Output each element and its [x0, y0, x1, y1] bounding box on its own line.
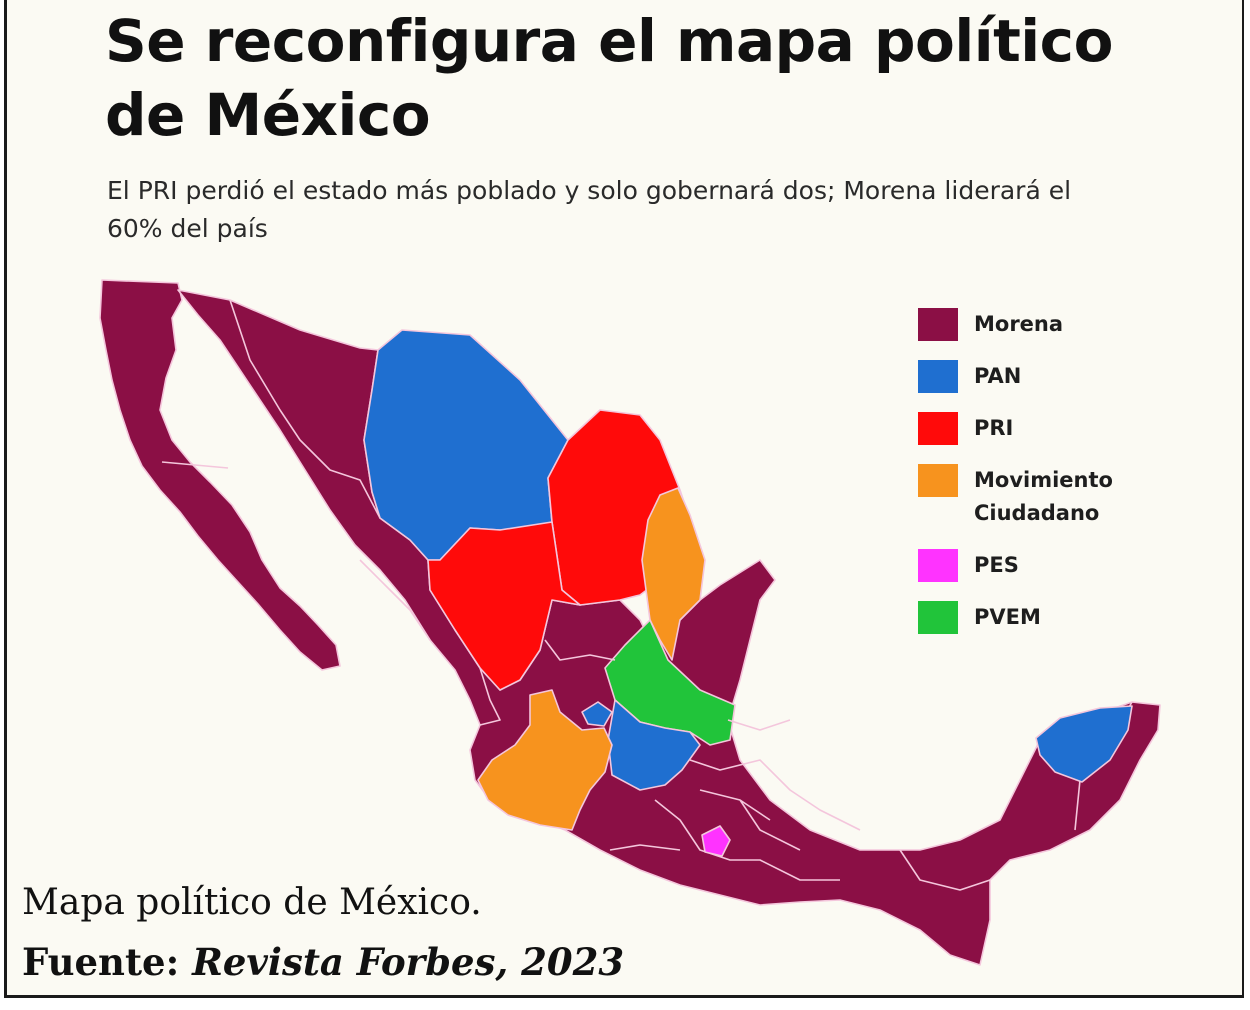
- state-durango: [427, 521, 581, 691]
- legend-item-movimiento-ciudadano: Movimiento Ciudadano: [918, 464, 1178, 530]
- legend-item-morena: Morena: [918, 308, 1178, 341]
- state-nuevo-leon: [641, 487, 706, 661]
- source-label: Fuente:: [22, 940, 180, 984]
- legend-item-pri: PRI: [918, 412, 1178, 445]
- source-reference: Revista Forbes, 2023: [192, 940, 625, 984]
- legend-swatch: [918, 549, 958, 582]
- legend-label: PAN: [974, 364, 1022, 388]
- legend-swatch: [918, 464, 958, 497]
- map-legend: Morena PAN PRI Movimiento Ciudadano PES …: [918, 308, 1178, 653]
- legend-item-pes: PES: [918, 549, 1178, 582]
- state-morelos: [701, 825, 731, 857]
- legend-label: Morena: [974, 312, 1064, 336]
- legend-swatch: [918, 412, 958, 445]
- legend-swatch: [918, 360, 958, 393]
- state-guanajuato: [607, 699, 701, 791]
- map-subtitle: El PRI perdió el estado más poblado y so…: [107, 176, 1072, 243]
- legend-label: PES: [974, 553, 1019, 577]
- state-yucatan: [1035, 705, 1133, 783]
- map-title: Se reconfigura el mapa político de Méxic…: [105, 7, 1113, 149]
- state-jalisco: [477, 689, 613, 831]
- legend-item-pan: PAN: [918, 360, 1178, 393]
- legend-label: Movimiento Ciudadano: [974, 468, 1113, 525]
- state-aguascalientes: [581, 701, 613, 727]
- legend-label: PRI: [974, 416, 1014, 440]
- legend-label: PVEM: [974, 605, 1041, 629]
- legend-swatch: [918, 601, 958, 634]
- legend-item-pvem: PVEM: [918, 601, 1178, 634]
- figure-caption: Mapa político de México.: [22, 882, 482, 923]
- state-border-baja: [161, 461, 229, 469]
- figure-source: Fuente: Revista Forbes, 2023: [22, 936, 624, 988]
- state-baja-california: [99, 279, 341, 671]
- legend-swatch: [918, 308, 958, 341]
